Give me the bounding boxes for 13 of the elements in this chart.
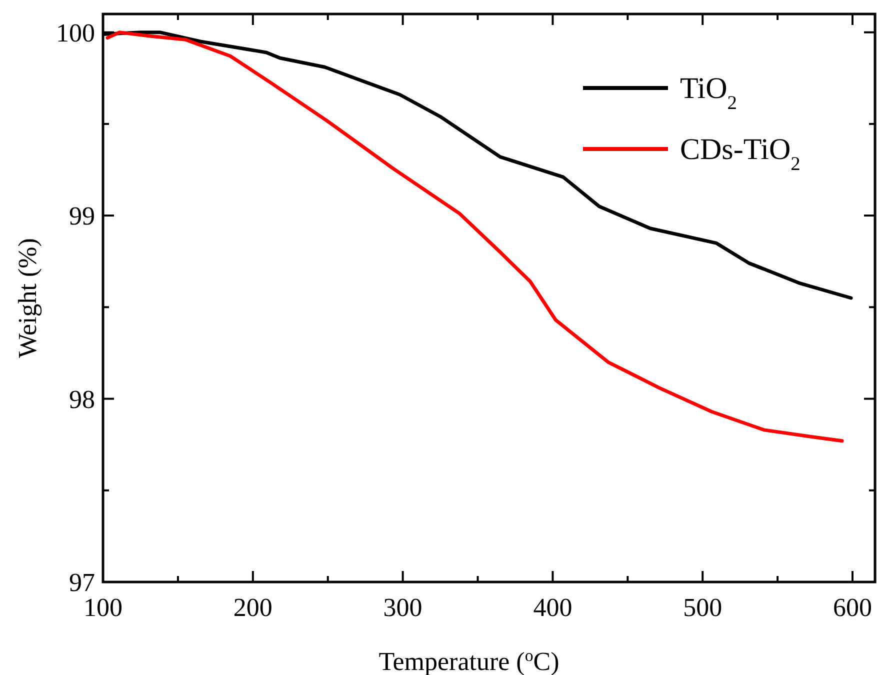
y-tick-label: 98: [69, 384, 95, 414]
y-tick-label: 100: [56, 18, 95, 48]
x-tick-label: 400: [533, 593, 572, 622]
y-tick-label: 97: [69, 568, 95, 597]
y-axis-title: Weight (%): [13, 238, 42, 358]
legend-label: TiO$_{2}$: [680, 72, 738, 114]
x-tick-label: 500: [683, 593, 722, 622]
x-tick-label: 600: [833, 593, 872, 622]
y-tick-label: 99: [69, 202, 95, 231]
x-tick-label: 300: [383, 593, 422, 622]
x-tick-label: 200: [233, 593, 272, 622]
line-series: [106, 30, 844, 443]
legend-label: CDs-TiO$_{2}$: [680, 133, 800, 174]
